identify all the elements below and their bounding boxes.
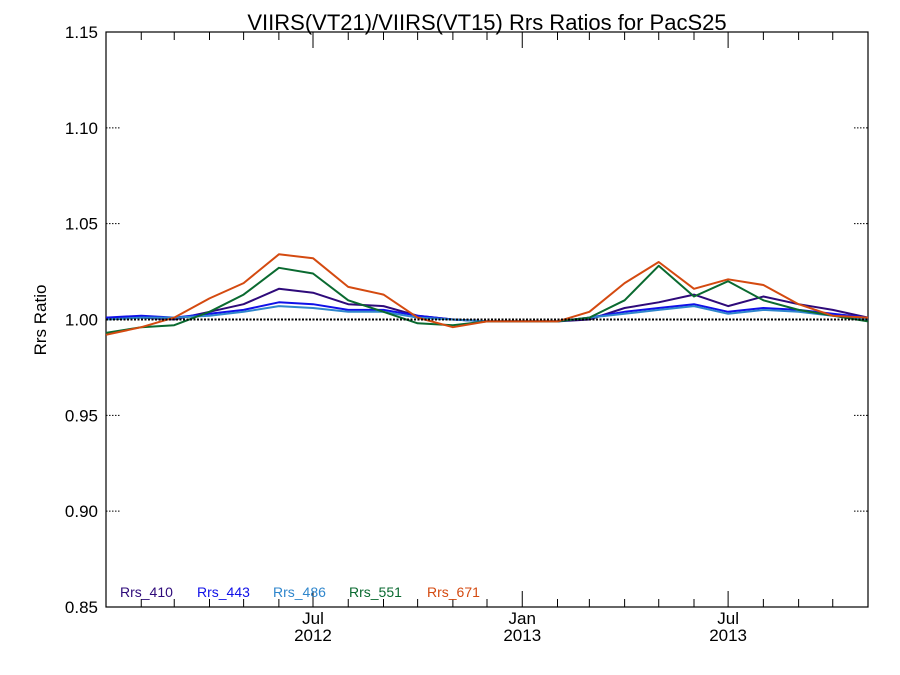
legend-entry-rrs-486: Rrs_486 (273, 584, 326, 600)
x-tick-label-year: 2013 (709, 626, 747, 645)
y-axis-label: Rrs Ratio (31, 285, 50, 356)
series-layer (105, 253, 869, 336)
legend: Rrs_410 Rrs_443 Rrs_486 Rrs_551 Rrs_671 (120, 584, 480, 600)
y-tick-label-0-85: 0.85 (65, 598, 98, 617)
x-tick-label-month: Jul (717, 609, 739, 628)
chart-title: VIIRS(VT21)/VIIRS(VT15) Rrs Ratios for P… (247, 10, 726, 35)
legend-entry-rrs-551: Rrs_551 (349, 584, 402, 600)
legend-entry-rrs-410: Rrs_410 (120, 584, 173, 600)
x-tick-label-month: Jan (509, 609, 536, 628)
y-tick-label-1-00: 1.00 (65, 311, 98, 330)
x-tick-label-year: 2012 (294, 626, 332, 645)
y-tick-label-0-95: 0.95 (65, 406, 98, 425)
legend-entry-rrs-443: Rrs_443 (197, 584, 250, 600)
x-tick-label-month: Jul (302, 609, 324, 628)
y-tick-label-0-90: 0.90 (65, 502, 98, 521)
legend-entry-rrs-671: Rrs_671 (427, 584, 480, 600)
y-tick-label-1-05: 1.05 (65, 215, 98, 234)
y-tick-label-1-10: 1.10 (65, 119, 98, 138)
x-tick-label-year: 2013 (503, 626, 541, 645)
series-line-rrs-671 (105, 253, 869, 336)
tick-layer: 0.850.900.951.001.051.101.15Jul2012Jan20… (65, 23, 868, 645)
y-tick-label-1-15: 1.15 (65, 23, 98, 42)
